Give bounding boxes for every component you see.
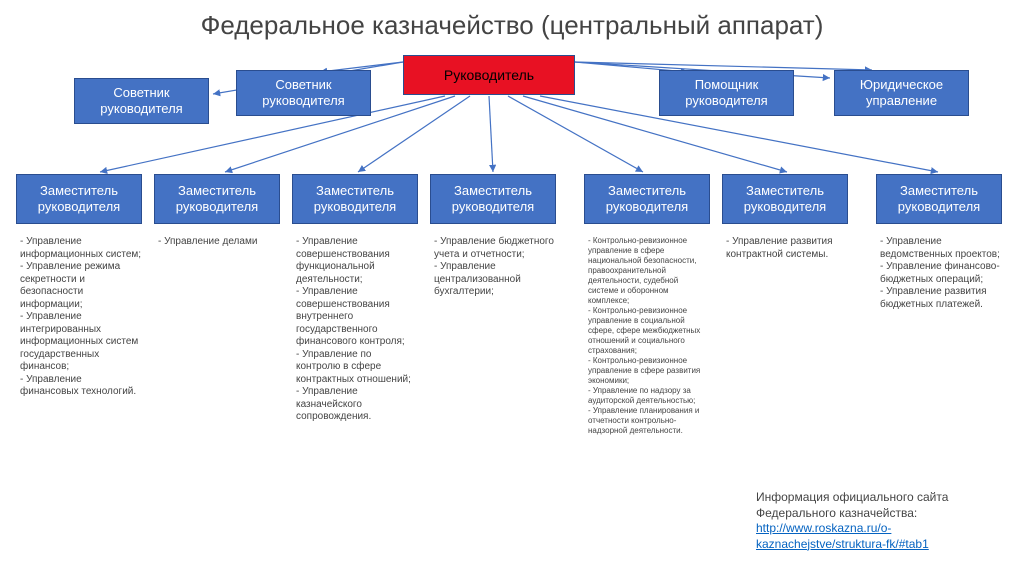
desc-3: - Управление бюджетного учета и отчетнос… xyxy=(434,236,560,299)
row2-box-3: Юридическое управление xyxy=(834,70,969,116)
row3-box-3: Заместитель руководителя xyxy=(430,174,556,224)
row3-box-6: Заместитель руководителя xyxy=(876,174,1002,224)
row3-box-4: Заместитель руководителя xyxy=(584,174,710,224)
desc-5: - Управление развития контрактной систем… xyxy=(726,236,852,261)
desc-2: - Управление совершенствования функциона… xyxy=(296,236,422,424)
desc-6: - Управление ведомственных проектов; - У… xyxy=(880,236,1006,311)
row2-box-2: Помощник руководителя xyxy=(659,70,794,116)
desc-4: - Контрольно-ревизионное управление в сф… xyxy=(588,236,714,436)
row3-box-2: Заместитель руководителя xyxy=(292,174,418,224)
desc-0: - Управление информационных систем; - Уп… xyxy=(20,236,146,399)
desc-1: - Управление делами xyxy=(158,236,284,249)
row3-box-1: Заместитель руководителя xyxy=(154,174,280,224)
row2-box-0: Советник руководителя xyxy=(74,78,209,124)
chart-title: Федеральное казначейство (центральный ап… xyxy=(0,10,1024,41)
root-box: Руководитель xyxy=(403,55,575,95)
row3-box-0: Заместитель руководителя xyxy=(16,174,142,224)
source-citation: Информация официального сайта Федерально… xyxy=(756,490,1016,552)
source-prefix: Информация официального сайта Федерально… xyxy=(756,490,948,520)
row2-box-1: Советник руководителя xyxy=(236,70,371,116)
source-link[interactable]: http://www.roskazna.ru/o-kaznachejstve/s… xyxy=(756,521,929,551)
row3-box-5: Заместитель руководителя xyxy=(722,174,848,224)
